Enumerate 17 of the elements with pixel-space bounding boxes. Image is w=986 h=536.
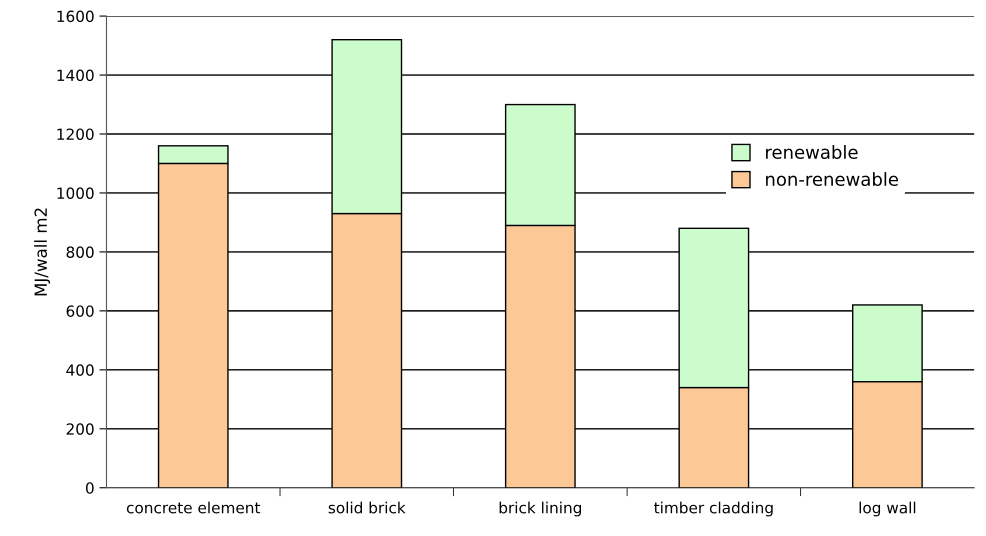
x-tick-label: concrete element	[126, 502, 260, 514]
y-tick-label: 1400	[57, 70, 94, 82]
y-tick-label: 0	[86, 482, 94, 494]
y-tick-label: 800	[66, 246, 94, 258]
y-tick-label: 1200	[57, 128, 94, 140]
y-axis-title: MJ/wall m2	[34, 208, 50, 296]
legend-label: non-renewable	[766, 172, 898, 186]
y-tick-label: 1000	[57, 187, 94, 199]
y-tick-label: 400	[66, 364, 94, 376]
y-tick-label: 600	[66, 305, 94, 317]
x-tick-label: brick lining	[500, 502, 582, 516]
x-tick-label: solid brick	[328, 502, 406, 514]
x-tick-label: timber cladding	[654, 502, 773, 516]
y-tick-label: 200	[66, 423, 94, 435]
y-tick-label: 1600	[57, 10, 94, 22]
legend-label: renewable	[766, 145, 858, 160]
x-tick-label: log wall	[860, 502, 916, 516]
